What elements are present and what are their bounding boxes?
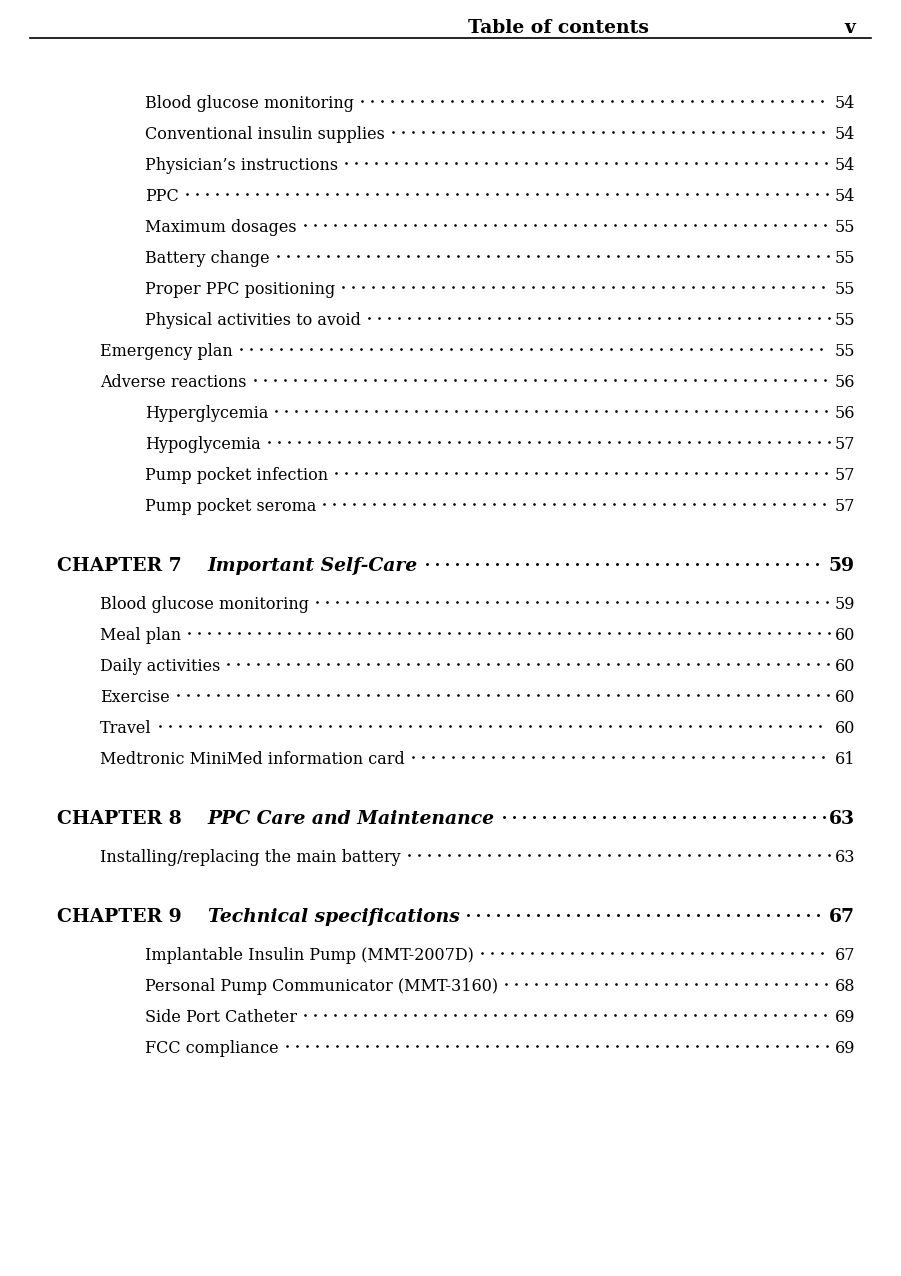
Text: Adverse reactions: Adverse reactions: [100, 374, 247, 390]
Text: 60: 60: [834, 627, 855, 644]
Text: 57: 57: [834, 498, 855, 516]
Text: PPC Care and Maintenance: PPC Care and Maintenance: [208, 810, 495, 828]
Text: 55: 55: [834, 313, 855, 329]
Text: PPC: PPC: [145, 188, 178, 205]
Text: 67: 67: [829, 909, 855, 926]
Text: FCC compliance: FCC compliance: [145, 1040, 278, 1057]
Text: Battery change: Battery change: [145, 250, 269, 267]
Text: 63: 63: [829, 810, 855, 828]
Text: Installing/replacing the main battery: Installing/replacing the main battery: [100, 849, 401, 866]
Text: Pump pocket infection: Pump pocket infection: [145, 467, 328, 484]
Text: Physical activities to avoid: Physical activities to avoid: [145, 313, 361, 329]
Text: 56: 56: [834, 374, 855, 390]
Text: Hypoglycemia: Hypoglycemia: [145, 436, 260, 453]
Text: 61: 61: [834, 752, 855, 768]
Text: Pump pocket seroma: Pump pocket seroma: [145, 498, 316, 516]
Text: v: v: [844, 19, 855, 37]
Text: Blood glucose monitoring: Blood glucose monitoring: [145, 94, 354, 112]
Text: Technical specifications: Technical specifications: [207, 909, 460, 926]
Text: CHAPTER 8: CHAPTER 8: [57, 810, 208, 828]
Text: Medtronic MiniMed information card: Medtronic MiniMed information card: [100, 752, 405, 768]
Text: 63: 63: [834, 849, 855, 866]
Text: 54: 54: [834, 157, 855, 174]
Text: Maximum dosages: Maximum dosages: [145, 219, 296, 236]
Text: Meal plan: Meal plan: [100, 627, 181, 644]
Text: 69: 69: [834, 1040, 855, 1057]
Text: 59: 59: [829, 558, 855, 575]
Text: Hyperglycemia: Hyperglycemia: [145, 404, 268, 422]
Text: 55: 55: [834, 281, 855, 299]
Text: CHAPTER 9: CHAPTER 9: [57, 909, 207, 926]
Text: 60: 60: [834, 720, 855, 738]
Text: 59: 59: [834, 596, 855, 612]
Text: CHAPTER 7: CHAPTER 7: [57, 558, 207, 575]
Text: 54: 54: [834, 188, 855, 205]
Text: Travel: Travel: [100, 720, 151, 738]
Text: 55: 55: [834, 250, 855, 267]
Text: Emergency plan: Emergency plan: [100, 343, 232, 360]
Text: 56: 56: [834, 404, 855, 422]
Text: 55: 55: [834, 343, 855, 360]
Text: Exercise: Exercise: [100, 689, 169, 706]
Text: 68: 68: [834, 977, 855, 995]
Text: Physician’s instructions: Physician’s instructions: [145, 157, 338, 174]
Text: 57: 57: [834, 467, 855, 484]
Text: Personal Pump Communicator (MMT-3160): Personal Pump Communicator (MMT-3160): [145, 977, 498, 995]
Text: 67: 67: [834, 947, 855, 963]
Text: Proper PPC positioning: Proper PPC positioning: [145, 281, 335, 299]
Text: Table of contents: Table of contents: [469, 19, 649, 37]
Text: Side Port Catheter: Side Port Catheter: [145, 1009, 297, 1026]
Text: Implantable Insulin Pump (MMT-2007D): Implantable Insulin Pump (MMT-2007D): [145, 947, 474, 963]
Text: 57: 57: [834, 436, 855, 453]
Text: Daily activities: Daily activities: [100, 658, 221, 675]
Text: 60: 60: [834, 658, 855, 675]
Text: Conventional insulin supplies: Conventional insulin supplies: [145, 126, 385, 143]
Text: 54: 54: [834, 126, 855, 143]
Text: Blood glucose monitoring: Blood glucose monitoring: [100, 596, 309, 612]
Text: 55: 55: [834, 219, 855, 236]
Text: Important Self-Care: Important Self-Care: [207, 558, 418, 575]
Text: 60: 60: [834, 689, 855, 706]
Text: 69: 69: [834, 1009, 855, 1026]
Text: 54: 54: [834, 94, 855, 112]
